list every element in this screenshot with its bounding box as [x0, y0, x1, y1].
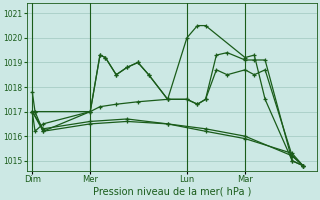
X-axis label: Pression niveau de la mer( hPa ): Pression niveau de la mer( hPa ) [92, 187, 251, 197]
